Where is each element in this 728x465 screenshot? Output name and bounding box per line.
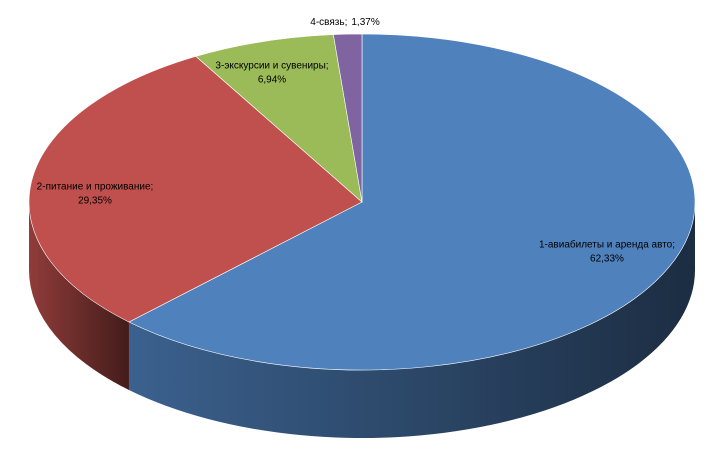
pie-tops <box>28 33 696 371</box>
value-label: 62,33% <box>590 254 624 265</box>
slice-label: 1-авиабилеты и аренда авто; <box>539 239 675 251</box>
pie-slice <box>195 34 363 203</box>
pie-side <box>128 202 695 438</box>
labels: 1-авиабилеты и аренда авто; 62,33% 2-питан… <box>37 17 675 265</box>
pie-sides <box>29 202 695 438</box>
value-label: 6,94% <box>258 75 286 86</box>
slice-label: 4-связь; <box>310 17 347 28</box>
slice-label: 2-питание и проживание; <box>37 182 154 193</box>
pie-slice <box>128 33 696 371</box>
pie-side <box>29 202 129 391</box>
pie-slice <box>333 33 363 203</box>
pie-slice <box>28 56 363 323</box>
slice-label-group: 4-связь; 1,37% <box>310 17 380 28</box>
value-label: 29,35% <box>78 196 112 207</box>
value-label: 1,37% <box>351 17 379 28</box>
slice-label: 3-экскурсии и сувениры; <box>215 61 328 72</box>
